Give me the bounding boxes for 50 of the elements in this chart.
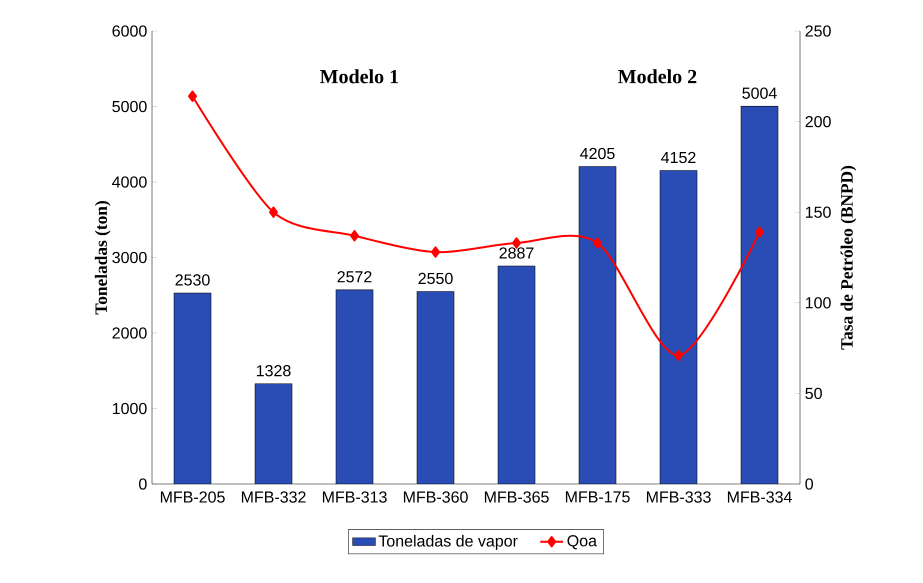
y-axis-title: Toneladas (ton)	[94, 201, 111, 314]
data-label: 4205	[580, 148, 615, 160]
y-tick-label: 1000	[112, 402, 147, 414]
x-tick-label: MFB-175	[566, 491, 630, 503]
x-tick-label: MFB-313	[322, 491, 387, 503]
data-label: 2530	[176, 274, 210, 286]
bar	[740, 106, 778, 484]
x-tick-label: MFB-205	[160, 491, 225, 503]
legend-label: Qoa	[567, 535, 597, 550]
bar	[579, 166, 616, 484]
point	[269, 206, 278, 218]
y2-axis-title: Tasa de Petróleo (BNPD)	[840, 166, 856, 350]
point	[350, 230, 360, 242]
bar	[255, 384, 292, 484]
bar	[498, 266, 536, 484]
bar	[417, 291, 454, 484]
data-label: 4152	[661, 152, 696, 164]
x-tick-label: MFB-360	[404, 491, 468, 503]
x-tick-label: MFB-365	[484, 491, 549, 503]
annotation: Modelo 2	[618, 69, 696, 84]
x-tick-label: MFB-332	[242, 491, 306, 503]
point	[674, 350, 684, 362]
point	[755, 226, 764, 238]
y2-tick-label: 50	[805, 388, 822, 400]
bar	[660, 170, 698, 484]
annotation: Modelo 1	[320, 69, 398, 84]
y2-tick-label: 100	[806, 297, 831, 308]
legend-label: Toneladas de vapor	[378, 534, 518, 550]
data-label: 5004	[742, 88, 777, 99]
point	[188, 90, 198, 102]
y2-tick-label: 150	[806, 206, 831, 218]
bar	[174, 292, 212, 484]
y2-tick-label: 200	[806, 116, 831, 128]
y-tick-label: 3000	[112, 252, 147, 264]
data-label: 2887	[500, 247, 534, 259]
data-label: 1328	[256, 365, 291, 376]
x-tick-label: MFB-334	[728, 491, 792, 503]
bar	[336, 290, 374, 484]
y-tick-label: 6000	[112, 25, 147, 37]
y-tick-label: 5000	[112, 100, 147, 112]
data-label: 2572	[338, 271, 372, 282]
y-tick-label: 0	[139, 478, 147, 490]
data-label: 2550	[418, 272, 453, 284]
point	[593, 237, 602, 249]
y-tick-label: 4000	[112, 176, 147, 188]
y-tick-label: 2000	[112, 327, 147, 339]
y2-tick-label: 250	[806, 25, 831, 37]
point	[431, 246, 440, 258]
x-tick-label: MFB-333	[646, 491, 711, 503]
y2-tick-label: 0	[805, 478, 813, 490]
